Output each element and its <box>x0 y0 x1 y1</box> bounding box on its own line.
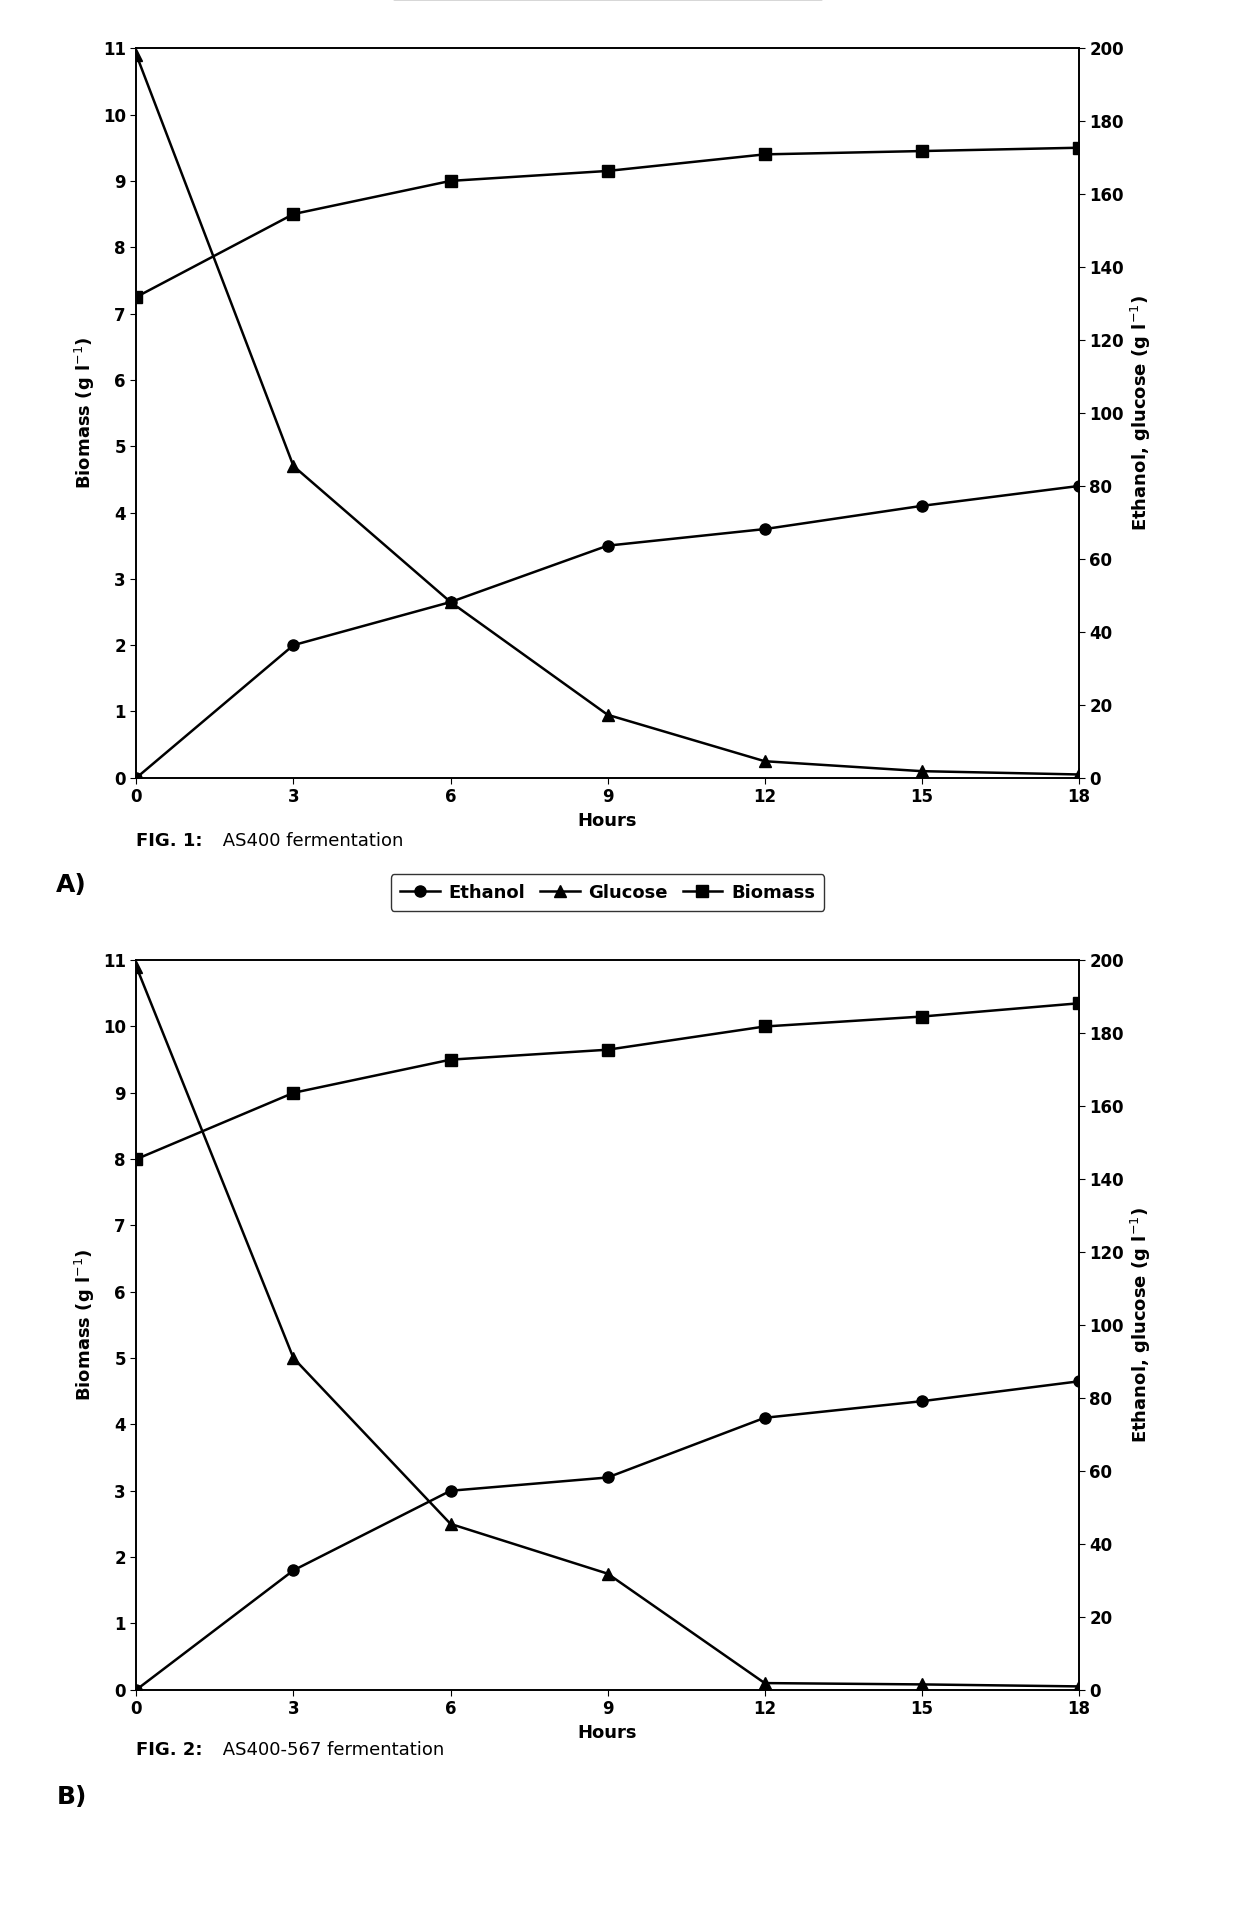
Biomass <box>600 160 615 183</box>
Ethanol <box>129 766 144 789</box>
Glucose <box>286 1347 301 1370</box>
Y-axis label: Ethanol, glucose (g l$^{-1}$): Ethanol, glucose (g l$^{-1}$) <box>1130 1206 1153 1444</box>
Glucose <box>129 42 144 66</box>
Glucose <box>914 1673 929 1696</box>
Ethanol <box>758 1407 773 1430</box>
Glucose <box>1071 1675 1086 1698</box>
Biomass <box>1071 137 1086 160</box>
Biomass <box>129 286 144 309</box>
Text: B): B) <box>56 1785 87 1808</box>
Glucose <box>129 955 144 979</box>
Ethanol <box>600 1467 615 1490</box>
Legend: Ethanol, Glucose, Biomass: Ethanol, Glucose, Biomass <box>391 874 825 911</box>
Biomass <box>286 1081 301 1104</box>
Ethanol <box>286 633 301 656</box>
Ethanol <box>1071 1370 1086 1393</box>
Glucose <box>443 1513 458 1536</box>
Glucose <box>286 454 301 477</box>
Ethanol <box>758 517 773 540</box>
Text: FIG. 1:: FIG. 1: <box>136 832 203 849</box>
Biomass <box>758 1015 773 1038</box>
Y-axis label: Biomass (g l$^{-1}$): Biomass (g l$^{-1}$) <box>73 338 98 488</box>
Biomass <box>443 1048 458 1071</box>
X-axis label: Hours: Hours <box>578 1723 637 1741</box>
X-axis label: Hours: Hours <box>578 813 637 830</box>
Line: Biomass: Biomass <box>131 143 1084 303</box>
Biomass <box>914 1006 929 1029</box>
Line: Glucose: Glucose <box>131 50 1084 780</box>
Text: FIG. 2:: FIG. 2: <box>136 1741 203 1758</box>
Ethanol <box>914 494 929 517</box>
Ethanol <box>914 1390 929 1413</box>
Ethanol <box>286 1559 301 1583</box>
Biomass <box>600 1038 615 1062</box>
Ethanol <box>129 1679 144 1702</box>
Biomass <box>129 1148 144 1172</box>
Line: Ethanol: Ethanol <box>131 481 1084 784</box>
Text: A): A) <box>56 872 87 897</box>
Biomass <box>758 143 773 166</box>
Text: AS400 fermentation: AS400 fermentation <box>217 832 403 849</box>
Biomass <box>286 203 301 226</box>
Text: AS400-567 fermentation: AS400-567 fermentation <box>217 1741 444 1758</box>
Line: Glucose: Glucose <box>131 961 1084 1693</box>
Ethanol <box>600 535 615 558</box>
Line: Biomass: Biomass <box>131 998 1084 1164</box>
Glucose <box>1071 762 1086 786</box>
Glucose <box>443 591 458 614</box>
Glucose <box>914 760 929 784</box>
Y-axis label: Biomass (g l$^{-1}$): Biomass (g l$^{-1}$) <box>73 1249 98 1401</box>
Glucose <box>600 703 615 726</box>
Ethanol <box>1071 475 1086 498</box>
Line: Ethanol: Ethanol <box>131 1376 1084 1695</box>
Biomass <box>443 170 458 193</box>
Glucose <box>758 749 773 772</box>
Glucose <box>758 1671 773 1695</box>
Y-axis label: Ethanol, glucose (g l$^{-1}$): Ethanol, glucose (g l$^{-1}$) <box>1130 295 1153 531</box>
Glucose <box>600 1561 615 1585</box>
Ethanol <box>443 591 458 614</box>
Ethanol <box>443 1478 458 1502</box>
Biomass <box>1071 992 1086 1015</box>
Biomass <box>914 139 929 162</box>
